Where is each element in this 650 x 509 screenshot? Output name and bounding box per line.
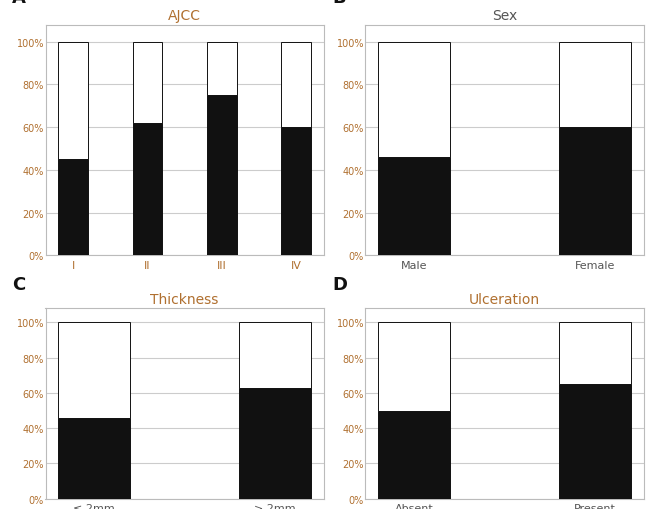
- Bar: [133, 43, 162, 124]
- Bar: [558, 43, 631, 128]
- Bar: [281, 43, 311, 128]
- Bar: [207, 96, 237, 256]
- Bar: [58, 160, 88, 256]
- Bar: [281, 128, 311, 256]
- Text: C: C: [12, 275, 25, 293]
- Legend: High, Low: High, Low: [462, 306, 547, 324]
- Bar: [58, 43, 88, 160]
- Bar: [378, 323, 450, 411]
- Bar: [207, 43, 237, 96]
- Bar: [558, 323, 631, 384]
- Bar: [239, 388, 311, 499]
- Title: Thickness: Thickness: [150, 292, 219, 306]
- Title: Ulceration: Ulceration: [469, 292, 540, 306]
- Title: AJCC: AJCC: [168, 9, 201, 23]
- Text: A: A: [12, 0, 26, 7]
- Text: D: D: [332, 275, 347, 293]
- Bar: [58, 418, 131, 499]
- Bar: [558, 128, 631, 256]
- Bar: [133, 124, 162, 256]
- Title: Sex: Sex: [492, 9, 517, 23]
- Bar: [58, 323, 131, 418]
- Bar: [239, 323, 311, 388]
- Legend: High, Low: High, Low: [142, 306, 227, 324]
- Bar: [378, 411, 450, 499]
- Bar: [558, 384, 631, 499]
- Bar: [378, 158, 450, 256]
- Bar: [378, 43, 450, 158]
- Text: B: B: [332, 0, 346, 7]
